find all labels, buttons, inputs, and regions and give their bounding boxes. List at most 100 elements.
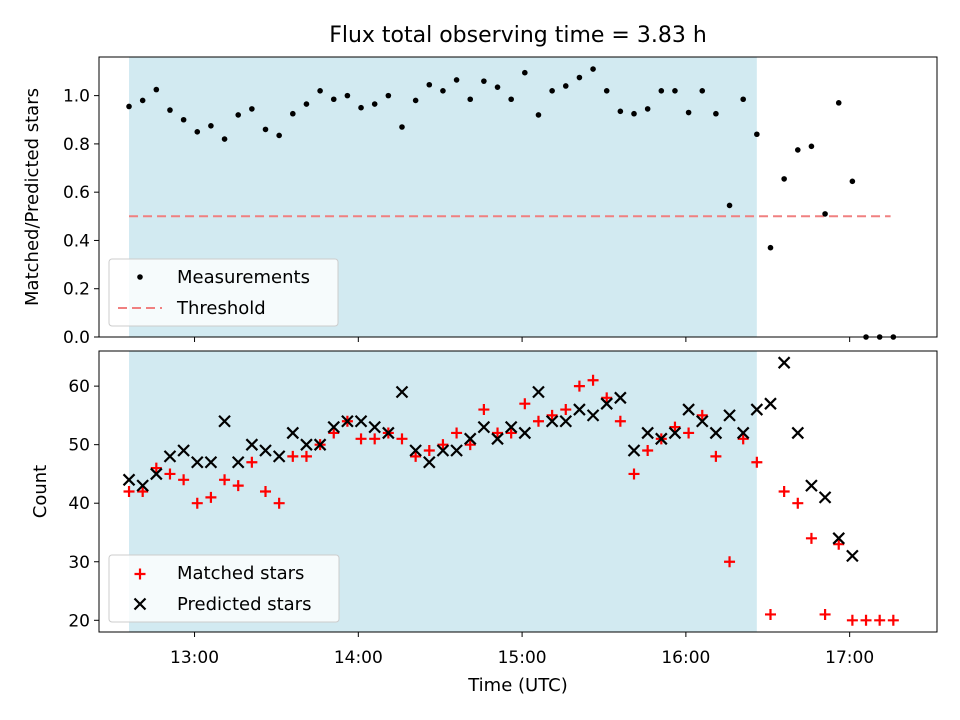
predicted-star-point — [791, 426, 805, 440]
legend-box — [108, 554, 340, 623]
matched-star-point — [205, 491, 217, 503]
measurement-point — [631, 110, 637, 117]
predicted-star-point — [736, 426, 750, 440]
matched-star-point — [532, 415, 544, 427]
matched-star-point — [778, 486, 790, 497]
predicted-star-point — [545, 414, 559, 428]
matched-star-point — [260, 486, 272, 497]
matched-star-point — [805, 532, 817, 544]
measurement-point — [221, 136, 228, 142]
legend-box — [108, 258, 339, 327]
matched-star-point — [887, 614, 899, 626]
matched-star-point — [232, 480, 244, 492]
y-tick-label: 0.4 — [63, 231, 90, 251]
predicted-star-point — [245, 438, 259, 451]
predicted-star-point — [354, 414, 368, 428]
matched-star-point — [819, 608, 831, 620]
measurement-point — [822, 211, 828, 217]
y-tick-label: 0.2 — [63, 280, 90, 300]
measurement-point — [249, 106, 255, 112]
predicted-star-point — [573, 403, 586, 416]
y-tick-label: 50 — [68, 436, 90, 456]
matched-star-point — [546, 409, 558, 421]
legend-marker-matched-stars — [134, 568, 146, 580]
y-tick-label: 0.0 — [63, 328, 90, 348]
measurement-point — [767, 244, 774, 251]
matched-star-point — [751, 456, 763, 468]
predicted-star-point — [463, 432, 477, 446]
measurement-point — [685, 109, 692, 116]
predicted-star-point — [491, 432, 504, 446]
legend-marker-measurements — [137, 274, 143, 280]
predicted-star-point — [300, 438, 313, 451]
measurement-point — [535, 112, 542, 118]
matched-star-point — [710, 450, 722, 462]
measurement-point — [453, 77, 460, 83]
measurement-point — [371, 101, 378, 107]
chart-title: Flux total observing time = 3.83 h — [329, 23, 707, 48]
predicted-star-point — [450, 444, 463, 457]
measurement-point — [617, 108, 624, 115]
predicted-star-point — [436, 444, 450, 457]
measurement-point — [358, 104, 364, 111]
measurement-point — [494, 84, 501, 90]
predicted-star-point — [504, 420, 518, 434]
matched-star-point — [492, 427, 504, 439]
measurement-point — [522, 69, 528, 76]
plot-frame — [98, 56, 938, 338]
matched-star-point — [669, 421, 681, 433]
x-tick-label: 17:00 — [825, 648, 874, 668]
matched-star-point — [601, 392, 613, 404]
measurement-point — [153, 86, 160, 93]
predicted-star-point — [477, 420, 491, 434]
y-tick-label: 1.0 — [63, 87, 90, 107]
matched-star-point — [150, 462, 162, 474]
predicted-star-point — [150, 467, 163, 481]
matched-star-point — [737, 433, 749, 445]
ratio-panel: 0.0 0.2 0.4 0.6 0.8 1.0 Flux total observing … — [22, 23, 938, 348]
predicted-star-point — [586, 409, 600, 422]
predicted-star-point — [846, 549, 859, 563]
y-axis-label: Matched/Predicted stars — [22, 88, 43, 306]
predicted-star-point — [190, 455, 204, 469]
measurement-point — [740, 96, 746, 103]
measurement-point — [317, 87, 323, 94]
matched-star-point — [164, 468, 176, 480]
matched-star-point — [642, 445, 654, 457]
matched-star-point — [369, 433, 381, 445]
y-tick-label: 20 — [68, 611, 90, 631]
matched-star-point — [328, 427, 340, 439]
x-axis-label: Time (UTC) — [467, 675, 568, 696]
matched-star-point — [478, 404, 490, 416]
predicted-star-point — [627, 444, 641, 457]
predicted-star-point — [805, 479, 818, 492]
measurement-point — [699, 87, 706, 94]
matched-star-point — [219, 474, 231, 486]
predicted-star-point — [177, 444, 190, 457]
legend-plus-marker — [134, 568, 146, 580]
measurement-point — [276, 132, 282, 139]
measurement-point — [330, 96, 337, 103]
predicted-star-point — [750, 403, 764, 416]
predicted-star-point — [136, 479, 149, 492]
predicted-star-point — [641, 426, 654, 440]
legend: Matched stars Predicted stars — [108, 554, 340, 623]
matched-star-point — [437, 439, 449, 451]
measurement-point — [235, 112, 242, 118]
predicted-star-point — [709, 426, 723, 440]
y-axis-label: Count — [30, 465, 51, 518]
measurement-point — [426, 81, 433, 88]
measurement-point — [576, 74, 583, 81]
y-tick-label: 30 — [68, 553, 90, 573]
legend-label-predicted-stars: Predicted stars — [177, 594, 311, 615]
matched-star-point — [355, 433, 367, 445]
matched-star-point — [724, 556, 736, 568]
matched-star-point — [764, 608, 776, 620]
measurement-point — [781, 176, 787, 182]
measurement-point — [549, 87, 555, 94]
matched-star-point — [614, 415, 626, 427]
measurement-point — [808, 143, 815, 150]
measurement-point — [344, 92, 351, 99]
matched-star-point — [792, 497, 804, 509]
